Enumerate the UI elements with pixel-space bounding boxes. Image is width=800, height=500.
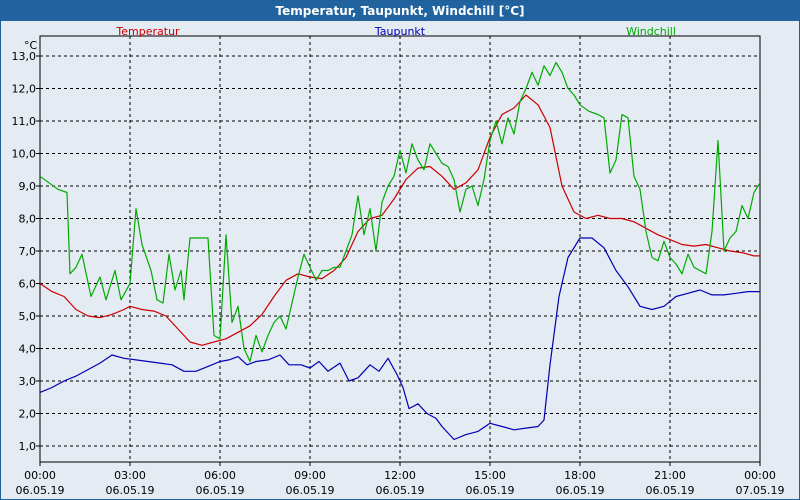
y-tick-label: 1,0 bbox=[19, 440, 37, 453]
x-tick-time: 00:00 bbox=[744, 469, 776, 482]
x-tick-date: 06.05.19 bbox=[466, 484, 515, 497]
legend-temperatur: Temperatur bbox=[115, 25, 180, 38]
legend-taupunkt: Taupunkt bbox=[374, 25, 426, 38]
y-tick-label: 12,0 bbox=[12, 83, 37, 96]
y-axis-unit: °C bbox=[24, 39, 38, 52]
x-tick-date: 06.05.19 bbox=[286, 484, 335, 497]
series-line-temperatur bbox=[40, 94, 760, 346]
x-tick-time: 21:00 bbox=[654, 469, 686, 482]
x-tick-date: 06.05.19 bbox=[376, 484, 425, 497]
plot-border bbox=[39, 35, 761, 463]
y-tick-label: 10,0 bbox=[12, 148, 37, 161]
y-tick-label: 2,0 bbox=[19, 408, 37, 421]
y-tick-label: 8,0 bbox=[19, 213, 37, 226]
y-tick-label: 5,0 bbox=[19, 310, 37, 323]
y-tick-label: 3,0 bbox=[19, 375, 37, 388]
x-tick-date: 06.05.19 bbox=[16, 484, 65, 497]
x-tick-time: 00:00 bbox=[24, 469, 56, 482]
y-tick-label: 11,0 bbox=[12, 115, 37, 128]
y-tick-label: 4,0 bbox=[19, 343, 37, 356]
x-tick-date: 06.05.19 bbox=[196, 484, 245, 497]
x-tick-date: 07.05.19 bbox=[736, 484, 785, 497]
x-tick-time: 12:00 bbox=[384, 469, 416, 482]
legend-windchill: Windchill bbox=[626, 25, 676, 38]
x-tick-time: 15:00 bbox=[474, 469, 506, 482]
x-tick-date: 06.05.19 bbox=[106, 484, 155, 497]
series-line-taupunkt bbox=[40, 237, 760, 441]
y-tick-label: 7,0 bbox=[19, 245, 37, 258]
chart-title: Temperatur, Taupunkt, Windchill [°C] bbox=[1, 1, 799, 21]
x-tick-date: 06.05.19 bbox=[646, 484, 695, 497]
series-line-windchill bbox=[40, 61, 760, 363]
x-tick-date: 06.05.19 bbox=[556, 484, 605, 497]
x-tick-time: 09:00 bbox=[294, 469, 326, 482]
y-tick-label: 13,0 bbox=[12, 50, 37, 63]
x-tick-time: 03:00 bbox=[114, 469, 146, 482]
y-tick-label: 6,0 bbox=[19, 278, 37, 291]
x-tick-time: 06:00 bbox=[204, 469, 236, 482]
y-tick-label: 9,0 bbox=[19, 180, 37, 193]
x-tick-time: 18:00 bbox=[564, 469, 596, 482]
